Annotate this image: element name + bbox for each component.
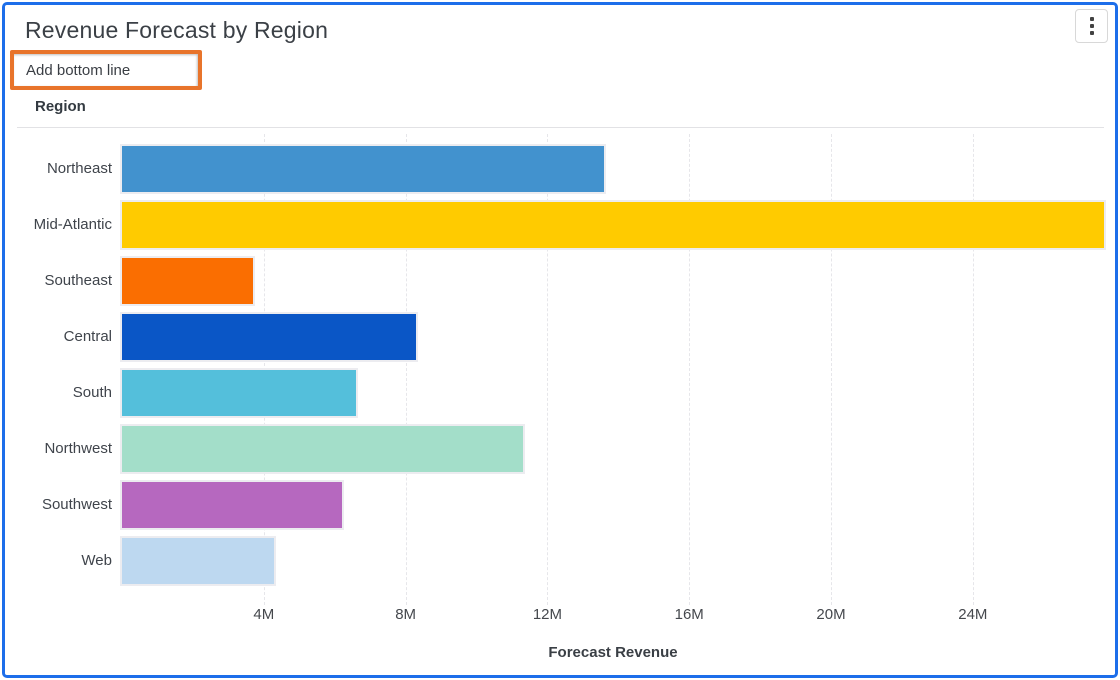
bar-southwest[interactable]: [120, 480, 344, 530]
x-tick-label: 16M: [674, 606, 704, 623]
gridline: [689, 134, 691, 605]
x-axis-title: Forecast Revenue: [548, 644, 678, 661]
add-bottom-line-annotation-box: Add bottom line: [10, 50, 202, 90]
x-tick-label: 12M: [532, 606, 562, 623]
bar-web[interactable]: [119, 536, 277, 586]
plot-area: [119, 128, 1106, 605]
bar-mid-atlantic[interactable]: [120, 200, 1106, 250]
header-divider: [17, 127, 1104, 128]
bar-northwest[interactable]: [120, 424, 525, 474]
category-label: Central: [63, 328, 112, 345]
category-label: Mid-Atlantic: [33, 216, 112, 233]
chart-title: Revenue Forecast by Region: [25, 17, 329, 43]
category-label: Southeast: [44, 272, 112, 289]
gridline: [405, 134, 407, 605]
x-tick-label: 8M: [395, 606, 417, 623]
bar-northeast[interactable]: [119, 144, 607, 194]
category-label: Northeast: [46, 160, 112, 177]
bar-southeast[interactable]: [119, 256, 256, 306]
kebab-menu-button[interactable]: [1075, 9, 1108, 43]
bar-south[interactable]: [120, 368, 358, 418]
bar-central[interactable]: [119, 312, 419, 362]
add-bottom-line-link[interactable]: Add bottom line: [26, 61, 131, 79]
gridline: [547, 134, 549, 605]
gridline: [831, 134, 833, 605]
x-tick-label: 4M: [253, 606, 275, 623]
gridline: [972, 134, 974, 605]
gridline: [263, 134, 265, 605]
category-label: Northwest: [44, 440, 112, 457]
category-label: South: [72, 384, 112, 401]
category-label: Web: [81, 552, 112, 569]
kebab-menu-icon: [1089, 17, 1094, 35]
x-tick-label: 20M: [816, 606, 846, 623]
y-axis-title: Region: [35, 98, 86, 115]
category-label: Southwest: [41, 496, 112, 513]
x-tick-label: 24M: [958, 606, 988, 623]
